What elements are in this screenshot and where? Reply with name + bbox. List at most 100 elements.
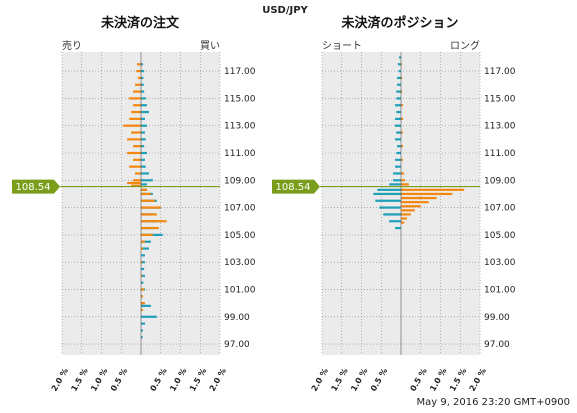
- orders-bar: [141, 104, 147, 107]
- orders-bar: [141, 183, 147, 186]
- orders-bar: [141, 295, 143, 298]
- current-price-marker-left: 108.54: [12, 179, 220, 194]
- positions-bar: [397, 63, 401, 66]
- orders-bar: [141, 308, 143, 312]
- orders-bar: [136, 70, 141, 73]
- currency-pair-label: USD/JPY: [262, 5, 308, 16]
- orders-bar: [127, 181, 141, 185]
- orders-bar: [141, 274, 143, 277]
- orders-bar: [141, 165, 146, 168]
- orders-x-tick-labels: 2.0 % 1.5 % 1.0 % 0.5 % 0.5 % 1.0 % 1.5 % 2.0 %: [50, 367, 228, 393]
- orders-bar: [141, 247, 143, 250]
- positions-bar: [395, 158, 401, 161]
- positions-y-tick-label: 105.00: [484, 231, 516, 241]
- positions-bar: [401, 63, 402, 66]
- positions-price-tag: [272, 179, 320, 194]
- orders-bar: [141, 188, 147, 191]
- orders-bar: [141, 90, 145, 93]
- orders-y-tick-label: 105.00: [224, 231, 256, 241]
- orders-bar: [133, 145, 141, 148]
- orders-bar: [133, 158, 141, 161]
- positions-bar: [401, 158, 403, 161]
- positions-bar: [395, 117, 401, 120]
- orders-y-tick-label: 97.00: [224, 340, 250, 350]
- positions-bar: [397, 145, 401, 148]
- orders-bar: [141, 70, 145, 73]
- orders-y-tick-label: 109.00: [224, 176, 256, 186]
- positions-bar: [401, 217, 407, 220]
- orders-x-tick-label: 1.0 %: [168, 367, 188, 393]
- positions-y-tick-labels: 117.00 115.00 113.00 111.00 109.00 107.00 105.…: [484, 67, 516, 350]
- positions-y-tick-label: 117.00: [484, 67, 516, 77]
- positions-bar: [401, 209, 415, 212]
- positions-bar: [396, 90, 401, 93]
- positions-bar: [401, 221, 405, 224]
- orders-y-tick-label: 99.00: [224, 313, 250, 323]
- orders-x-tick-label: 1.5 %: [69, 367, 89, 393]
- orders-bar: [141, 117, 145, 120]
- positions-price-value: 108.54: [276, 182, 311, 193]
- positions-bar: [401, 183, 409, 186]
- orders-bar: [131, 131, 141, 134]
- orders-y-tick-label: 113.00: [224, 122, 256, 132]
- positions-x-tick-labels: 2.0 % 1.5 % 1.0 % 0.5 % 0.5 % 1.0 % 1.5 % 2.0 %: [310, 367, 488, 393]
- positions-bar: [379, 206, 401, 209]
- orders-bar: [135, 83, 141, 86]
- orders-bar: [127, 138, 141, 141]
- orders-bar: [141, 288, 145, 291]
- orders-bar: [141, 315, 157, 318]
- orders-y-tick-label: 101.00: [224, 285, 256, 295]
- positions-x-tick-label: 1.0 %: [349, 367, 369, 393]
- positions-y-tick-label: 111.00: [484, 149, 516, 159]
- orders-bar: [129, 117, 141, 120]
- orders-bar: [141, 76, 144, 80]
- open-positions-panel: 未決済のポジション ショート ロング 117.00 115.00 113.00 111…: [310, 15, 516, 393]
- positions-bars: [373, 56, 465, 230]
- positions-x-tick-label: 1.5 %: [329, 367, 349, 393]
- orders-bar: [141, 213, 157, 216]
- positions-y-tick-label: 115.00: [484, 94, 516, 104]
- positions-bar: [383, 213, 401, 216]
- positions-bar: [397, 76, 401, 80]
- orders-bar: [141, 226, 159, 230]
- orders-price-value: 108.54: [16, 182, 51, 193]
- orders-bar: [141, 254, 145, 257]
- orders-bar: [141, 220, 167, 223]
- orders-bar: [141, 97, 146, 100]
- positions-bar: [401, 104, 403, 107]
- orders-bar: [141, 304, 151, 307]
- positions-bar: [373, 192, 401, 196]
- positions-bar: [396, 131, 401, 134]
- orders-title: 未決済の注文: [100, 15, 180, 31]
- orders-bar: [141, 192, 151, 196]
- orders-bar: [141, 83, 144, 86]
- orders-bar: [129, 97, 141, 100]
- orders-bar: [141, 240, 145, 243]
- orders-x-tick-label: 2.0 %: [208, 367, 228, 393]
- positions-x-tick-label: 2.0 %: [310, 367, 330, 393]
- orders-bar: [141, 199, 155, 202]
- open-orders-panel: 未決済の注文 売り 買い 117.00 115.00 113.00 111.00 109…: [50, 15, 256, 393]
- positions-bar: [401, 145, 403, 148]
- positions-bar: [398, 70, 401, 73]
- orders-y-tick-label: 111.00: [224, 149, 256, 159]
- positions-y-tick-label: 107.00: [484, 204, 516, 214]
- positions-bar: [401, 117, 403, 120]
- positions-title: 未決済のポジション: [340, 15, 458, 31]
- orders-bar: [133, 90, 141, 93]
- orders-bar: [141, 274, 145, 277]
- orders-bar: [141, 302, 145, 305]
- orders-bar: [141, 151, 147, 155]
- orders-x-tick-label: 0.5 %: [148, 367, 168, 393]
- orders-bar: [141, 233, 153, 236]
- orders-bar: [127, 151, 141, 155]
- positions-bar: [389, 220, 401, 223]
- positions-y-tick-label: 109.00: [484, 176, 516, 186]
- orders-bar: [135, 172, 141, 175]
- positions-x-tick-label: 1.0 %: [428, 367, 448, 393]
- orders-bar: [133, 179, 141, 182]
- orders-bars: [123, 63, 167, 339]
- orders-x-tick-label: 2.0 %: [50, 367, 70, 393]
- orders-price-tag: [12, 179, 60, 194]
- positions-bar: [401, 192, 453, 196]
